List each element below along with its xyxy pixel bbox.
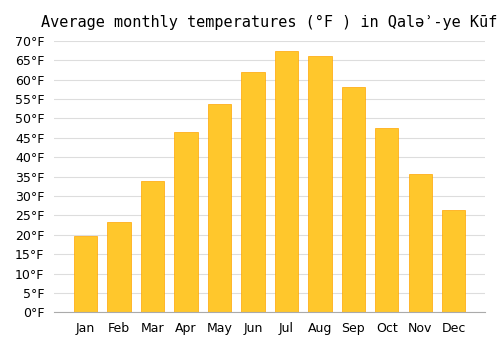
Bar	[442, 210, 466, 312]
Bar	[174, 132, 198, 312]
Bar	[241, 71, 264, 312]
Bar	[375, 128, 398, 312]
Bar	[74, 236, 97, 312]
Bar	[108, 222, 130, 312]
Bar	[140, 181, 164, 312]
Title: Average monthly temperatures (°F ) in Qaləʾ-ye Kūf: Average monthly temperatures (°F ) in Qa…	[42, 15, 498, 30]
Bar	[208, 105, 231, 312]
Bar	[308, 56, 332, 312]
Bar	[342, 87, 365, 312]
Bar	[274, 51, 298, 312]
Bar	[408, 174, 432, 312]
